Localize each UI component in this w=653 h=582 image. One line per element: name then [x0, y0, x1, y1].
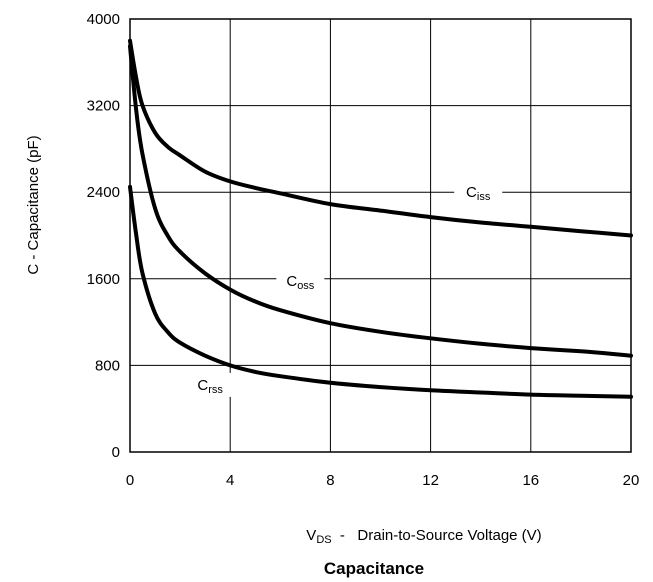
x-tick-labels: 0 4 8 12 16 20 — [126, 472, 640, 489]
series-label-main: C — [466, 184, 477, 201]
series-label-background — [186, 372, 235, 397]
x-tick-label: 12 — [422, 472, 439, 489]
x-tick-label: 4 — [226, 472, 234, 489]
series-label-sub: iss — [477, 191, 491, 203]
series-label-crss: Crss — [197, 377, 223, 396]
x-tick-label: 20 — [623, 472, 640, 489]
series-label-sub: oss — [297, 280, 315, 292]
x-axis-title-rest: - Drain-to-Source Voltage (V) — [332, 527, 542, 544]
series-label-coss: Coss — [286, 273, 314, 292]
series-label-sub: rss — [208, 384, 223, 396]
series-line-coss — [128, 44, 633, 358]
y-tick-labels: 0 800 1600 2400 3200 4000 — [87, 11, 120, 461]
series-label-main: C — [197, 377, 208, 394]
series-label-background — [454, 180, 503, 205]
x-tick-label: 0 — [126, 472, 134, 489]
chart-title: Capacitance — [324, 559, 424, 578]
y-tick-label: 3200 — [87, 98, 120, 115]
y-axis-title: C - Capacitance (pF) — [25, 135, 42, 274]
series-label-ciss: Ciss — [466, 184, 491, 203]
y-tick-label: 800 — [95, 357, 120, 374]
y-tick-label: 0 — [112, 444, 120, 461]
series-label-background — [276, 268, 325, 293]
series-label-main: C — [286, 273, 297, 290]
curves — [128, 38, 633, 399]
x-tick-label: 16 — [522, 472, 539, 489]
plot-frame — [129, 18, 632, 453]
series-line-crss — [128, 184, 633, 399]
x-tick-label: 8 — [326, 472, 334, 489]
series-line-ciss — [128, 38, 633, 238]
x-axis-title-main: V — [306, 527, 316, 544]
y-tick-label: 2400 — [87, 184, 120, 201]
y-tick-label: 4000 — [87, 11, 120, 28]
x-axis-title: VDS - Drain-to-Source Voltage (V) — [306, 527, 541, 546]
y-tick-label: 1600 — [87, 271, 120, 288]
x-axis-title-sub: DS — [316, 534, 331, 546]
